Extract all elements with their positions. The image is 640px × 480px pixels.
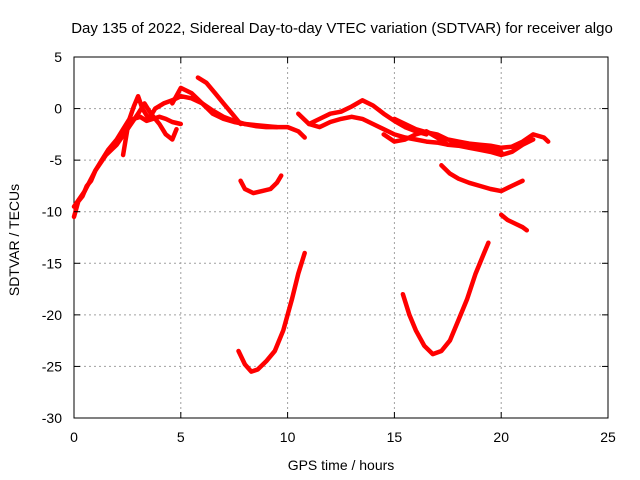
series-trace-10 [381,129,504,155]
series-trace-6 [238,173,284,196]
x-axis-label: GPS time / hours [288,457,395,473]
y-tick-label: -10 [42,204,62,220]
series-trace-5 [195,75,243,127]
series-trace-13 [439,163,525,194]
plot-frame [73,56,609,419]
series-trace-4 [170,85,280,130]
y-tick-label: -30 [42,410,62,426]
series-trace-8 [296,98,429,137]
series-trace-7 [236,250,307,374]
y-tick-label: -15 [42,255,62,271]
x-tick-label: 15 [387,429,403,445]
y-tick-label: -5 [50,152,63,168]
y-tick-label: 5 [54,49,62,65]
series-trace-14 [498,212,530,233]
data-series [71,75,551,374]
x-tick-label: 0 [70,429,78,445]
y-tick-label: -20 [42,307,62,323]
chart-title: Day 135 of 2022, Sidereal Day-to-day VTE… [71,20,613,37]
axis-ticks: 0 5 10 15 20 25 5 0 -5 -10 -15 -20 -25 -30 [42,49,616,445]
x-tick-label: 20 [493,429,509,445]
y-tick-label: -25 [42,358,62,374]
y-tick-label: 0 [54,101,62,117]
series-trace-9 [306,114,536,158]
series-trace-3 [120,114,184,158]
series-trace-11 [392,116,551,151]
series-trace-2 [71,101,179,209]
x-tick-label: 5 [177,429,185,445]
x-tick-label: 10 [280,429,296,445]
x-tick-label: 25 [600,429,616,445]
y-axis-label: SDTVAR / TECUs [6,184,22,296]
series-trace-1 [71,93,307,220]
series-trace-12 [400,240,491,357]
